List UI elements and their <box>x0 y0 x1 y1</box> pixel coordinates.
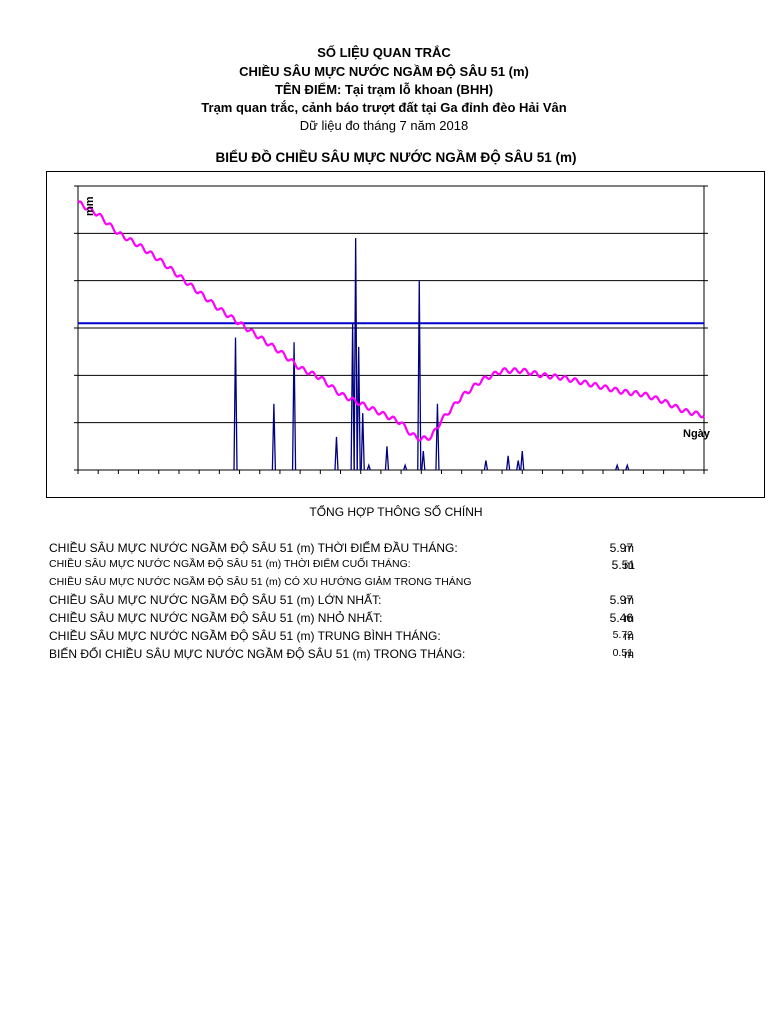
rain-spike <box>384 446 390 471</box>
summary-value: 5.51 <box>611 558 635 572</box>
summary-label: CHIỀU SÂU MỰC NƯỚC NGẦM ĐỘ SÂU 51 (m) TR… <box>49 629 441 643</box>
y-axis-label: mm <box>84 196 96 216</box>
rain-spike <box>421 451 426 471</box>
x-axis-label: Ngày <box>683 428 711 440</box>
summary-value: 5.97 <box>609 593 633 607</box>
depth-series-line <box>77 200 705 442</box>
header-line-5: Dữ liệu đo tháng 7 năm 2018 <box>299 118 469 133</box>
summary-value: 5.97 <box>609 541 633 555</box>
rain-spike <box>505 455 511 471</box>
summary-unit: m <box>624 593 634 607</box>
summary-label: CHIỀU SÂU MỰC NƯỚC NGẦM ĐỘ SÂU 51 (m) TH… <box>49 541 458 555</box>
chart-frame <box>46 171 765 498</box>
rain-spike <box>353 238 358 471</box>
summary-unit: m <box>624 558 634 572</box>
summary-unit: m <box>624 541 634 555</box>
rain-spike <box>360 413 365 471</box>
summary-label: BIẾN ĐỔI CHIỀU SÂU MỰC NƯỚC NGẦM ĐỘ SÂU … <box>49 647 466 661</box>
header-line-2: CHIỀU SÂU MỰC NƯỚC NGẦM ĐỘ SÂU 51 (m) <box>239 64 529 79</box>
header-line-3: TÊN ĐIỂM: Tại trạm lỗ khoan (BHH) <box>274 82 494 97</box>
header-line-1: SỐ LIỆU QUAN TRẮC <box>317 45 451 60</box>
rain-spike <box>435 403 440 471</box>
rain-spike <box>417 280 422 471</box>
rain-spike <box>291 342 297 471</box>
rain-spike <box>483 460 489 471</box>
summary-value: 5.72 <box>612 629 633 641</box>
rain-spike <box>334 436 339 471</box>
summary-unit: m <box>624 611 634 625</box>
rain-spike <box>356 346 361 471</box>
chart-plot: mm Ngày <box>74 185 711 474</box>
header-line-4: Trạm quan trắc, cảnh báo trượt đất tại G… <box>201 100 567 115</box>
rain-spike <box>625 463 630 471</box>
summary-value: 0.51 <box>612 647 633 659</box>
rain-spike <box>403 463 408 471</box>
summary-value: 5.46 <box>609 611 633 625</box>
rain-spike <box>271 403 277 471</box>
rain-spike <box>516 460 521 471</box>
summary-label: CHIỀU SÂU MỰC NƯỚC NGẦM ĐỘ SÂU 51 (m) TH… <box>49 558 411 570</box>
summary-label: CHIỀU SÂU MỰC NƯỚC NGẦM ĐỘ SÂU 51 (m) LỚ… <box>49 593 382 607</box>
summary-unit: m <box>624 647 634 661</box>
summary-unit: m <box>624 629 634 643</box>
chart-title: BIỂU ĐỒ CHIỀU SÂU MỰC NƯỚC NGẦM ĐỘ SÂU 5… <box>215 150 577 165</box>
summary-title: TỔNG HỢP THÔNG SỐ CHÍNH <box>309 505 483 519</box>
summary-label: CHIỀU SÂU MỰC NƯỚC NGẦM ĐỘ SÂU 51 (m) CÓ… <box>49 576 472 588</box>
rain-spike <box>615 463 620 471</box>
rain-spike <box>350 323 355 471</box>
rain-spike <box>233 337 238 471</box>
summary-label: CHIỀU SÂU MỰC NƯỚC NGẦM ĐỘ SÂU 51 (m) NH… <box>49 611 383 625</box>
rain-spike <box>520 451 525 471</box>
rain-spike <box>366 463 371 471</box>
